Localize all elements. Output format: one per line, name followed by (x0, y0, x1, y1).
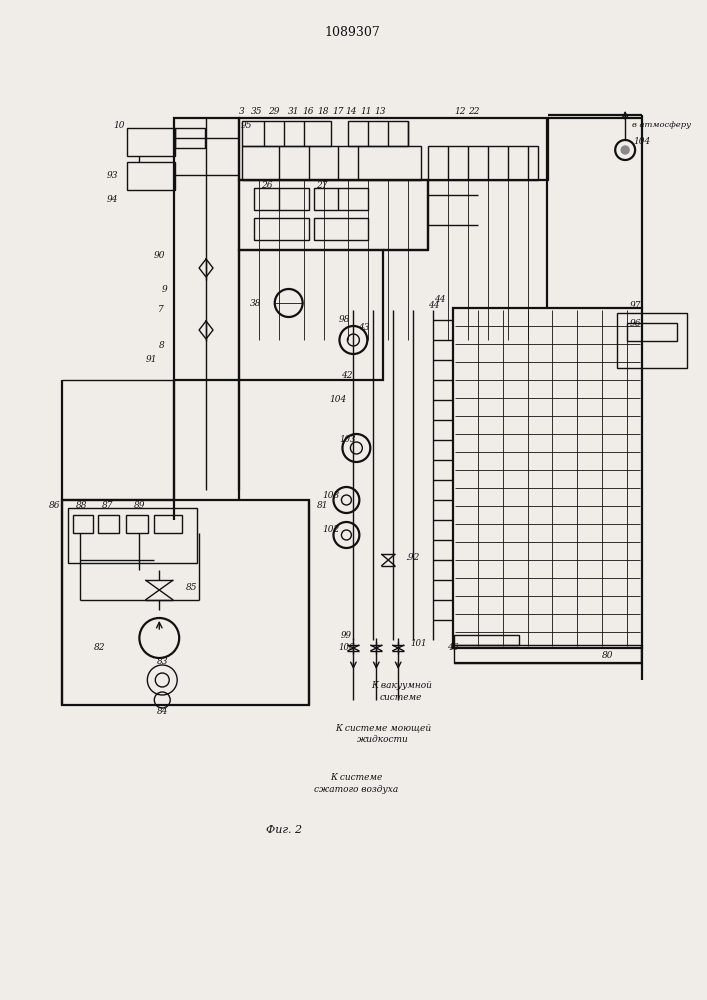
Bar (242, 121, 332, 146)
Text: 16: 16 (303, 107, 315, 116)
Text: 97: 97 (629, 300, 641, 310)
Text: 22: 22 (468, 107, 479, 116)
Text: 85: 85 (185, 584, 197, 592)
Text: 8: 8 (158, 340, 164, 350)
Text: 83: 83 (156, 658, 168, 666)
Text: 14: 14 (346, 107, 357, 116)
Text: сжатого воздуха: сжатого воздуха (314, 786, 399, 794)
Text: 80: 80 (602, 650, 613, 660)
Bar (314, 188, 368, 210)
Text: К системе: К системе (330, 774, 382, 782)
Text: 95: 95 (241, 120, 252, 129)
Text: 17: 17 (333, 107, 344, 116)
Text: 81: 81 (317, 500, 328, 510)
Text: 87: 87 (102, 500, 113, 510)
Text: 102: 102 (323, 526, 340, 534)
Text: К системе моющей: К системе моющей (335, 724, 431, 732)
Text: 26: 26 (261, 180, 272, 190)
Bar (174, 118, 239, 380)
Bar (242, 146, 421, 180)
Text: 101: 101 (410, 640, 426, 648)
Text: 84: 84 (156, 708, 168, 716)
Text: К вакуумной: К вакуумной (370, 680, 431, 690)
Text: 103: 103 (340, 436, 356, 444)
Text: 43: 43 (358, 324, 369, 332)
Bar (428, 146, 537, 180)
Text: 29: 29 (268, 107, 279, 116)
Text: в атмосферу: в атмосферу (632, 121, 691, 129)
Bar (127, 128, 175, 156)
Text: 91: 91 (146, 356, 157, 364)
Text: 35: 35 (251, 107, 262, 116)
Text: 3: 3 (239, 107, 245, 116)
Text: 12: 12 (454, 107, 466, 116)
Text: 89: 89 (134, 500, 145, 510)
Bar (349, 121, 408, 146)
Text: 7: 7 (158, 306, 164, 314)
Text: .92: .92 (405, 554, 419, 562)
Text: 44: 44 (428, 300, 440, 310)
Bar (127, 162, 175, 190)
Text: 98: 98 (339, 316, 351, 324)
Text: 44: 44 (435, 296, 446, 304)
Bar (98, 515, 119, 533)
Bar (175, 128, 205, 148)
Text: 27: 27 (316, 180, 327, 190)
Bar (453, 308, 642, 648)
Text: жидкости: жидкости (357, 736, 409, 744)
Text: 104: 104 (330, 395, 347, 404)
Bar (454, 635, 519, 645)
Text: 82: 82 (94, 644, 105, 652)
Text: 103: 103 (323, 490, 340, 499)
Bar (62, 500, 308, 705)
Bar (239, 250, 383, 380)
Bar (127, 515, 148, 533)
Circle shape (621, 146, 629, 154)
Text: 38: 38 (250, 298, 262, 308)
Bar (627, 323, 677, 341)
Text: 18: 18 (317, 107, 329, 116)
Text: 99: 99 (341, 632, 352, 641)
Bar (314, 218, 368, 240)
Text: 96: 96 (629, 318, 641, 328)
Text: 100: 100 (338, 644, 355, 652)
Bar (254, 218, 308, 240)
Text: 11: 11 (361, 107, 372, 116)
Bar (617, 313, 687, 368)
Text: системе: системе (380, 692, 422, 702)
Text: 93: 93 (107, 170, 118, 180)
Text: 9: 9 (161, 286, 167, 294)
Text: 104: 104 (633, 137, 650, 146)
Text: Фиг. 2: Фиг. 2 (266, 825, 302, 835)
Text: 90: 90 (153, 250, 165, 259)
Text: 88: 88 (76, 500, 88, 510)
Text: 86: 86 (49, 500, 61, 510)
Text: 13: 13 (375, 107, 386, 116)
Bar (154, 515, 182, 533)
Text: 1089307: 1089307 (325, 25, 380, 38)
Bar (239, 118, 547, 180)
Text: 10: 10 (114, 120, 125, 129)
Text: 94: 94 (107, 196, 118, 205)
Bar (239, 180, 428, 250)
Bar (68, 508, 197, 563)
Bar (254, 188, 308, 210)
Text: 42: 42 (341, 370, 352, 379)
Bar (73, 515, 93, 533)
Bar (454, 645, 641, 663)
Text: 46: 46 (448, 644, 459, 652)
Text: 31: 31 (288, 107, 300, 116)
